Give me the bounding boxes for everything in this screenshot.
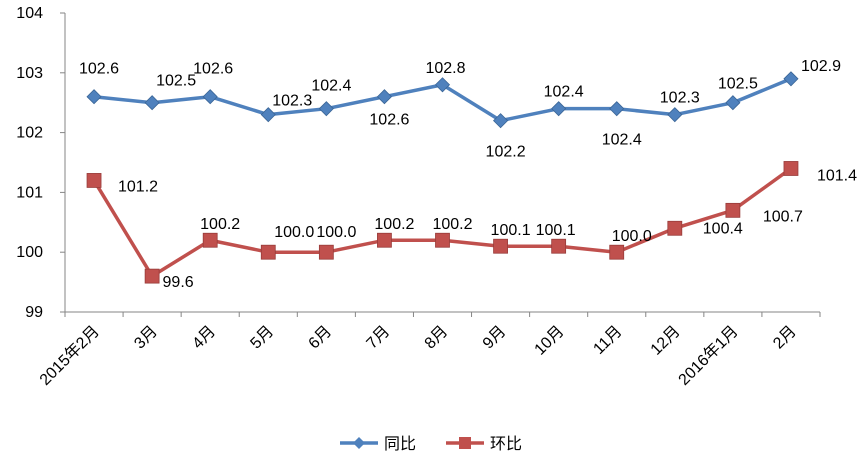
data-label: 102.3: [660, 90, 700, 107]
data-label: 100.0: [612, 228, 652, 245]
point-marker: [725, 202, 741, 218]
data-label: 100.1: [536, 222, 576, 239]
axes: [64, 13, 820, 313]
point-marker: [551, 238, 567, 254]
y-tick-label: 101: [16, 184, 43, 201]
legend-label: 同比: [384, 434, 416, 453]
data-label: 102.6: [193, 61, 233, 78]
point-marker: [86, 89, 102, 105]
point-marker: [667, 220, 683, 236]
point-marker: [434, 77, 451, 93]
data-label: 100.7: [763, 208, 803, 225]
point-marker: [725, 95, 741, 111]
data-labels: 102.6102.5102.6102.3102.4102.6102.8102.2…: [79, 58, 857, 291]
x-tick-label: 9月: [480, 323, 510, 353]
point-marker: [202, 232, 218, 248]
data-label: 102.2: [486, 144, 526, 161]
x-tick-label: 5月: [247, 323, 277, 353]
data-label: 100.0: [274, 224, 314, 241]
x-tick-label: 2016年1月: [675, 322, 742, 389]
point-marker: [318, 101, 334, 117]
x-tick-label: 8月: [422, 323, 452, 353]
data-label: 102.8: [425, 60, 465, 77]
legend: 同比 环比: [340, 434, 522, 453]
point-marker: [144, 268, 160, 284]
y-tick-label: 100: [16, 244, 43, 261]
data-label: 102.4: [544, 84, 584, 101]
point-marker: [144, 95, 160, 111]
data-label: 100.4: [703, 220, 743, 237]
point-marker: [783, 161, 799, 176]
point-marker: [551, 101, 567, 117]
data-label: 101.2: [118, 178, 158, 195]
data-label: 102.4: [602, 132, 642, 149]
point-marker: [783, 71, 799, 87]
y-tick-label: 102: [16, 125, 43, 142]
x-tick-label: 10月: [532, 323, 568, 359]
data-label: 99.6: [163, 274, 194, 291]
x-tick-label: 6月: [306, 323, 336, 353]
point-marker: [609, 244, 625, 260]
data-label: 100.2: [432, 216, 472, 233]
data-label: 102.9: [801, 58, 841, 75]
y-tick-label: 99: [25, 304, 43, 321]
point-marker: [435, 232, 450, 248]
data-label: 100.2: [374, 216, 414, 233]
data-label: 102.5: [156, 73, 196, 90]
x-tick-label: 2月: [770, 323, 800, 353]
x-tick-label: 4月: [189, 323, 219, 353]
point-marker: [609, 101, 625, 117]
series-markers: [86, 71, 799, 284]
point-marker: [318, 244, 334, 260]
point-marker: [493, 113, 509, 129]
point-marker: [260, 107, 276, 123]
y-tick-label: 103: [16, 65, 43, 82]
point-marker: [260, 244, 276, 260]
x-tick-label: 12月: [648, 323, 684, 359]
data-label: 102.6: [79, 61, 119, 78]
data-label: 100.1: [491, 222, 531, 239]
data-label: 101.4: [817, 167, 857, 184]
x-tick-label: 3月: [131, 323, 161, 353]
data-label: 102.3: [272, 93, 312, 110]
legend-marker: [459, 437, 471, 449]
point-marker: [376, 89, 392, 105]
data-label: 100.0: [316, 224, 356, 241]
point-marker: [377, 232, 392, 248]
point-marker: [202, 89, 218, 105]
point-marker: [667, 107, 683, 123]
y-axis-ticks: 99 100 101 102 103 104: [16, 5, 65, 321]
data-label: 102.4: [311, 78, 351, 95]
point-marker: [86, 173, 102, 188]
y-tick-label: 104: [16, 5, 43, 22]
legend-marker: [353, 437, 365, 449]
legend-label: 环比: [490, 434, 522, 453]
data-label: 100.2: [200, 216, 240, 233]
point-marker: [493, 238, 508, 254]
data-label: 102.6: [369, 112, 409, 129]
x-tick-label: 2015年2月: [36, 322, 103, 389]
x-tick-label: 7月: [364, 323, 394, 353]
data-label: 102.5: [718, 76, 758, 93]
x-tick-label: 11月: [590, 323, 625, 358]
